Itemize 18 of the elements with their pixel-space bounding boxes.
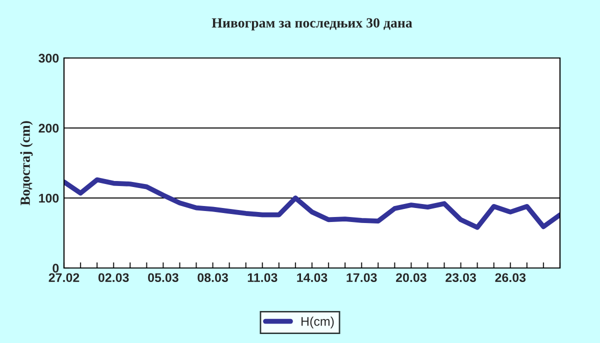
line-series <box>64 177 560 230</box>
x-tick-label: 26.03 <box>495 273 526 282</box>
y-tick-label: 100 <box>39 194 59 203</box>
y-tick-label: 300 <box>38 54 59 63</box>
x-tick-label: 02.03 <box>98 273 129 282</box>
x-tick-label: 23.03 <box>446 273 476 282</box>
y-axis-title: Водостај (cm) <box>20 121 33 206</box>
x-tick-label: 17.03 <box>346 273 377 282</box>
x-tick-label: 08.03 <box>198 273 228 282</box>
y-tick-label: 200 <box>38 124 59 133</box>
x-tick-label: 20.03 <box>396 273 426 282</box>
x-tick-label: 14.03 <box>297 273 328 282</box>
chart-title: Нивограм за последњих 30 дана <box>212 18 412 30</box>
x-tick-label: 11.03 <box>248 273 278 282</box>
y-tick-label: 0 <box>52 264 59 273</box>
legend-label: H(cm) <box>302 316 334 328</box>
x-tick-label: 05.03 <box>148 273 178 282</box>
x-tick-label: 27.02 <box>48 273 80 282</box>
